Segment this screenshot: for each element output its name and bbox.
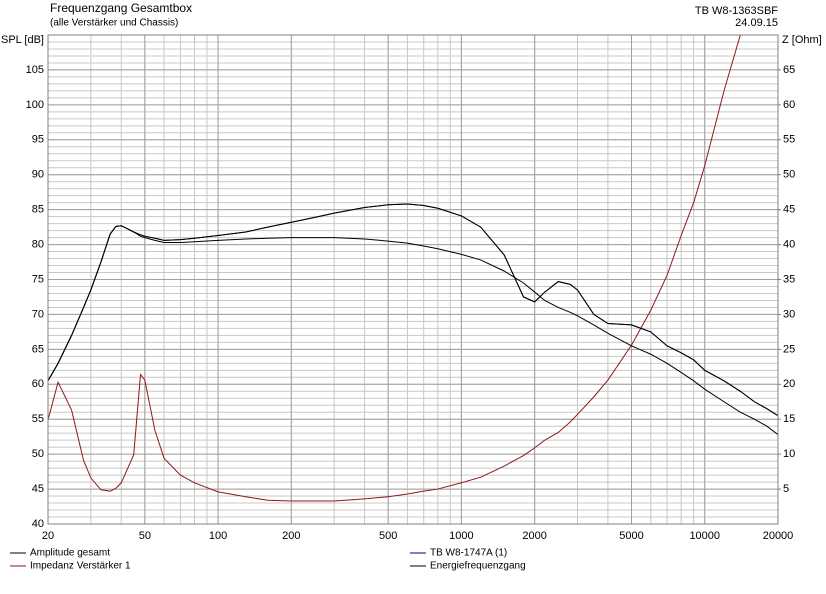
x-tick-label: 20 <box>42 530 54 542</box>
y2-tick-label: 25 <box>783 343 795 355</box>
x-tick-label: 5000 <box>619 530 643 542</box>
y-tick-label: 100 <box>26 99 44 111</box>
chart-subtitle: (alle Verstärker und Chassis) <box>50 18 178 29</box>
x-tick-label: 20000 <box>763 530 794 542</box>
y-tick-label: 80 <box>32 238 44 250</box>
y2-tick-label: 20 <box>783 378 795 390</box>
y-tick-label: 55 <box>32 413 44 425</box>
annotation: 24.09.15 <box>735 17 778 29</box>
y2-tick-label: 30 <box>783 308 795 320</box>
y2-tick-label: 45 <box>783 204 795 216</box>
legend-label: Impedanz Verstärker 1 <box>30 561 131 572</box>
y2-tick-label: 60 <box>783 99 795 111</box>
y-axis-label: SPL [dB] <box>1 34 44 46</box>
series-line <box>48 203 778 417</box>
y-tick-label: 95 <box>32 134 44 146</box>
lines <box>48 35 778 502</box>
x-tick-label: 10000 <box>689 530 720 542</box>
y2-tick-label: 40 <box>783 238 795 250</box>
y2-tick-label: 50 <box>783 169 795 181</box>
y-tick-label: 50 <box>32 448 44 460</box>
y-tick-label: 90 <box>32 169 44 181</box>
x-tick-label: 500 <box>379 530 397 542</box>
y2-tick-label: 15 <box>783 413 795 425</box>
x-tick-label: 1000 <box>449 530 473 542</box>
x-tick-label: 100 <box>209 530 227 542</box>
y-tick-label: 105 <box>26 64 44 76</box>
grid <box>47 35 779 525</box>
y-tick-label: 65 <box>32 343 44 355</box>
legend-label: TB W8-1747A (1) <box>430 548 507 559</box>
chart-title: Frequenzgang Gesamtbox <box>50 1 192 15</box>
legend-label: Amplitude gesamt <box>30 548 110 559</box>
y-tick-label: 75 <box>32 273 44 285</box>
y2-tick-label: 5 <box>783 483 789 495</box>
x-tick-label: 50 <box>139 530 151 542</box>
legend-label: Energiefrequenzgang <box>430 561 526 572</box>
y2-tick-label: 35 <box>783 273 795 285</box>
y2-tick-label: 65 <box>783 64 795 76</box>
y-tick-label: 85 <box>32 204 44 216</box>
series-line <box>48 35 741 502</box>
y2-tick-label: 10 <box>783 448 795 460</box>
y2-tick-label: 55 <box>783 134 795 146</box>
y-tick-label: 40 <box>32 518 44 530</box>
y-tick-label: 60 <box>32 378 44 390</box>
x-tick-label: 200 <box>282 530 300 542</box>
y2-axis-label: Z [Ohm] <box>782 34 822 46</box>
x-tick-label: 2000 <box>522 530 546 542</box>
y-tick-label: 70 <box>32 308 44 320</box>
y-tick-label: 45 <box>32 483 44 495</box>
annotation: TB W8-1363SBF <box>695 5 778 17</box>
